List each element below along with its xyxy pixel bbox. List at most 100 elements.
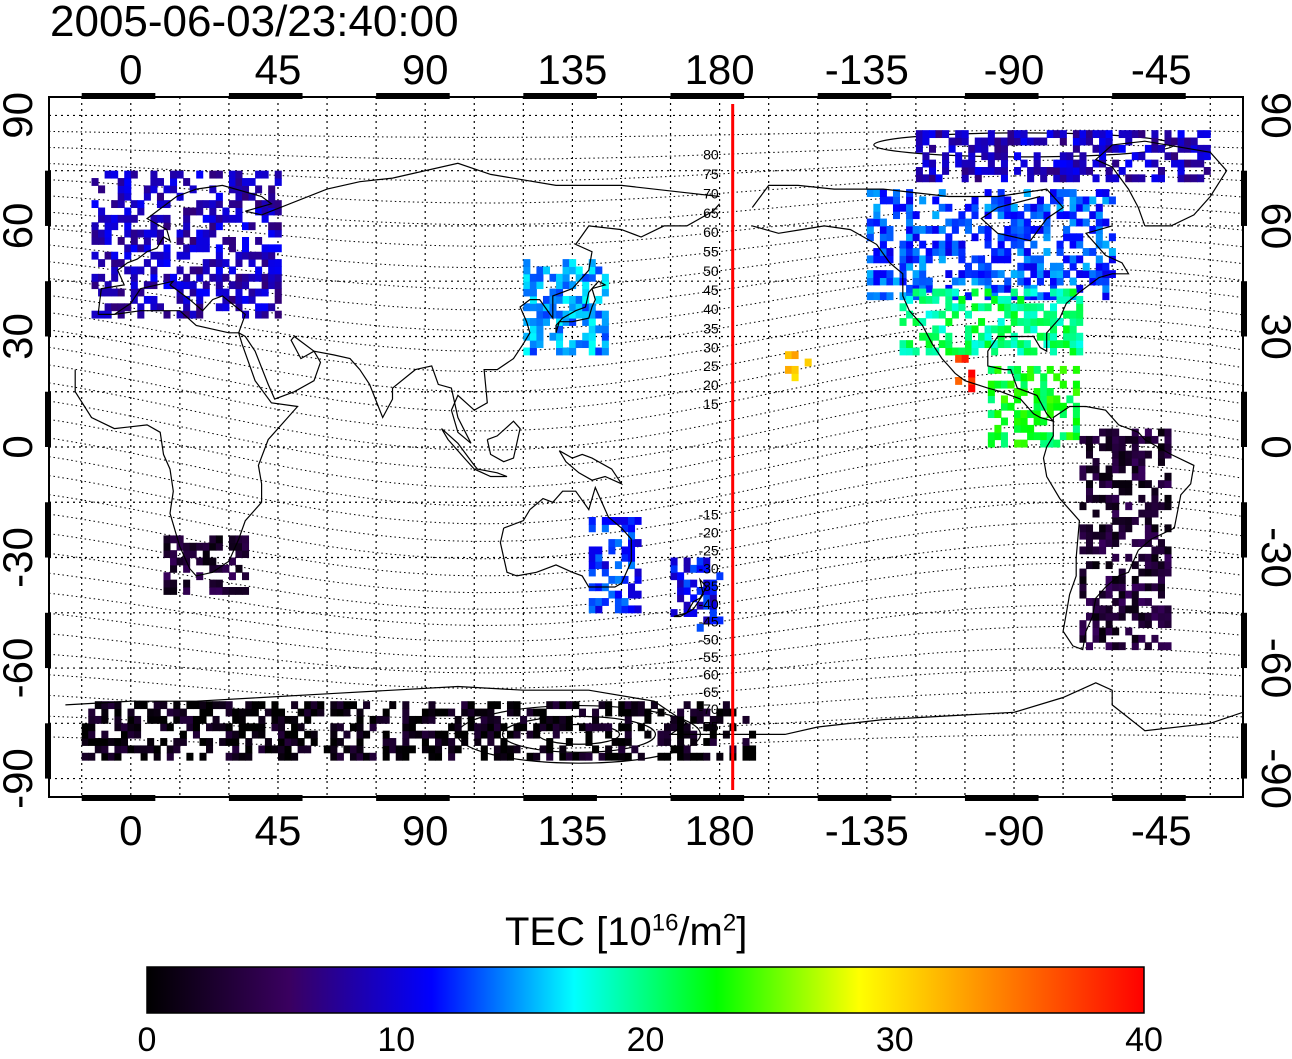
tec-cell — [166, 745, 174, 754]
tec-cell — [1020, 380, 1028, 389]
tec-cell — [1164, 435, 1172, 444]
coastline — [558, 450, 624, 486]
tec-cell — [291, 723, 299, 732]
tec-cell — [209, 535, 217, 544]
tec-cell — [454, 730, 462, 739]
tec-cell — [137, 229, 145, 238]
tec-cell — [1144, 159, 1152, 168]
tec-cell — [1076, 255, 1084, 264]
tec-cell — [978, 262, 986, 271]
magnetic-latitude-label: -55 — [698, 649, 718, 665]
tec-cell — [143, 244, 151, 253]
tec-cell — [611, 738, 619, 746]
tec-cell — [1085, 539, 1094, 547]
tec-cell — [1177, 130, 1185, 139]
tec-cell — [614, 561, 622, 570]
tec-cell — [212, 701, 220, 710]
lat-tick-label-right: 90 — [1253, 92, 1292, 139]
tec-cell — [585, 723, 593, 732]
tec-cell — [520, 723, 528, 732]
tec-cell — [696, 623, 704, 632]
tec-cell — [1118, 605, 1126, 614]
tec-cell — [709, 587, 717, 595]
tec-cell — [137, 200, 145, 209]
tec-cell — [565, 723, 573, 732]
tec-cell — [271, 723, 279, 732]
tec-cell — [906, 284, 914, 293]
tec-cell — [206, 745, 214, 754]
tec-cell — [1177, 137, 1185, 146]
tec-cell — [1082, 203, 1090, 212]
tec-cell — [173, 745, 181, 754]
tec-cell — [98, 207, 106, 216]
tec-cell — [912, 318, 920, 326]
tec-cell — [1046, 365, 1054, 374]
tec-cell — [994, 137, 1002, 146]
tec-cell — [242, 295, 250, 304]
tec-cell — [1004, 225, 1012, 234]
tec-cell — [912, 248, 920, 256]
tec-cell — [634, 605, 642, 614]
tec-cell — [1105, 605, 1113, 614]
tec-cell — [228, 281, 236, 290]
tec-cell — [938, 325, 946, 334]
coastline — [555, 280, 607, 333]
tec-cell — [235, 207, 243, 216]
tec-cell — [408, 745, 416, 754]
tec-cell — [81, 738, 89, 746]
tec-cell — [1190, 144, 1198, 153]
tec-cell — [176, 192, 184, 201]
tec-cell — [242, 244, 250, 253]
tec-cell — [1033, 159, 1041, 168]
tec-cell — [1049, 325, 1058, 334]
tec-cell — [951, 240, 959, 249]
tec-cell — [945, 303, 953, 312]
tec-cell — [143, 295, 151, 304]
tec-cell — [556, 310, 564, 319]
tec-cell — [677, 715, 685, 724]
tec-cell — [585, 738, 593, 746]
tec-cell — [467, 708, 475, 717]
tec-cell — [906, 203, 914, 212]
tec-cell — [1157, 561, 1165, 570]
tec-cell — [189, 237, 197, 245]
tec-cell — [238, 715, 246, 724]
tec-cell — [170, 535, 178, 544]
lat-tick-label-left: -90 — [0, 748, 41, 809]
tec-cell — [1125, 627, 1133, 636]
frame-tick — [1241, 391, 1247, 447]
tec-cell — [1056, 248, 1064, 256]
tec-cell — [1000, 395, 1008, 404]
tec-cell — [742, 752, 750, 761]
tec-cell — [304, 701, 312, 710]
tec-cell — [1190, 137, 1198, 146]
tec-cell — [1020, 417, 1028, 426]
tec-cell — [785, 365, 793, 374]
tec-cell — [912, 277, 920, 286]
tec-cell — [1164, 612, 1172, 621]
tec-cell — [1177, 159, 1185, 168]
tec-cell — [598, 701, 606, 710]
tec-cell — [1000, 152, 1008, 161]
tec-cell — [1092, 627, 1100, 636]
tec-cell — [1131, 583, 1139, 592]
tec-cell — [127, 745, 135, 754]
tec-cell — [1014, 167, 1022, 175]
tec-cell — [487, 723, 495, 732]
tec-cell — [343, 745, 351, 754]
tec-cell — [1069, 310, 1077, 319]
tec-cell — [987, 395, 995, 404]
tec-cell — [435, 730, 443, 739]
tec-cell — [163, 222, 171, 231]
tec-cell — [1105, 561, 1113, 570]
tec-cell — [657, 752, 665, 761]
tec-cell — [984, 270, 992, 279]
tec-cell — [1118, 450, 1126, 459]
tec-cell — [1157, 539, 1165, 547]
tec-cell — [448, 752, 456, 761]
tec-cell — [1056, 270, 1064, 279]
tec-cell — [624, 723, 632, 732]
tec-cell — [1066, 395, 1074, 404]
tec-cell — [215, 214, 223, 223]
tec-cell — [336, 723, 344, 732]
